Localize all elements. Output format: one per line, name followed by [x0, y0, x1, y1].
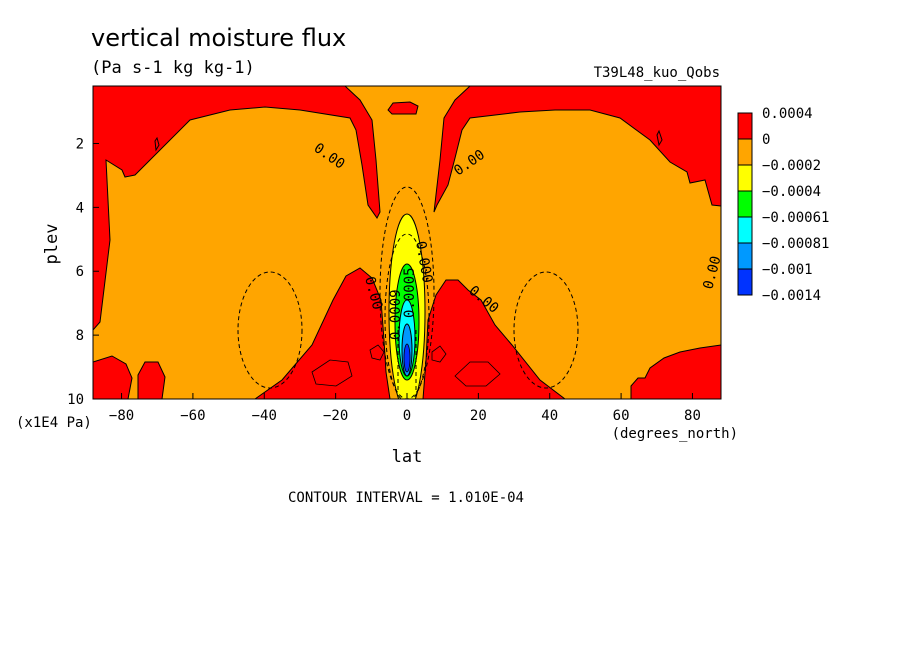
contour-interval: CONTOUR INTERVAL = 1.010E-04	[288, 490, 524, 506]
y-tick-label: 6	[76, 264, 84, 280]
legend-label: 0	[762, 132, 770, 148]
y-axis: 2 4 6 8 10	[67, 136, 99, 408]
legend-label: −0.0014	[762, 288, 821, 304]
x-tick-label: 60	[613, 408, 630, 424]
legend-label: −0.0004	[762, 184, 821, 200]
negative-region-5	[403, 343, 411, 373]
x-tick-label: −60	[180, 408, 205, 424]
x-axis-units: (degrees_north)	[612, 426, 738, 442]
x-axis-label: lat	[392, 447, 423, 467]
x-tick-label: 80	[684, 408, 701, 424]
legend-swatch	[737, 112, 753, 140]
contour-label: 0.000	[412, 240, 435, 284]
x-tick-label: 0	[403, 408, 411, 424]
legend-label: −0.001	[762, 262, 813, 278]
positive-contours	[311, 344, 501, 387]
legend-label: −0.0002	[762, 158, 821, 174]
contour-label: 0.0005	[402, 267, 418, 318]
y-tick-label: 2	[76, 136, 84, 152]
x-axis: −80 −60 −40 −20 0 20 40 60 80	[109, 393, 701, 424]
y-tick-label: 10	[67, 392, 84, 408]
legend-swatch	[737, 190, 753, 218]
run-label: T39L48_kuo_Qobs	[594, 65, 720, 81]
x-tick-label: −40	[252, 408, 277, 424]
contour-label: 0.0009	[388, 289, 404, 340]
legend-label: −0.00061	[762, 210, 829, 226]
plot-area: 0.00 0.00 0.000 0.00 0.00 0.00 0.0005 0.…	[93, 86, 721, 399]
x-tick-label: −80	[109, 408, 134, 424]
legend-swatch	[737, 242, 753, 270]
chart-title: vertical moisture flux	[91, 24, 346, 52]
legend-swatch	[737, 268, 753, 296]
legend-swatch	[737, 164, 753, 192]
y-tick-label: 4	[76, 200, 84, 216]
legend-label: −0.00081	[762, 236, 829, 252]
x-tick-label: 40	[541, 408, 558, 424]
x-tick-label: −20	[323, 408, 348, 424]
positive-regions	[93, 86, 721, 399]
color-legend: 0.0004 0 −0.0002 −0.0004 −0.00061 −0.00081 −0.…	[737, 106, 829, 304]
legend-label: 0.0004	[762, 106, 813, 122]
y-tick-label: 8	[76, 328, 84, 344]
negative-contours	[237, 186, 579, 399]
legend-swatch	[737, 138, 753, 166]
legend-swatch	[737, 216, 753, 244]
chart-units: (Pa s-1 kg kg-1)	[91, 58, 255, 78]
y-axis-units: (x1E4 Pa)	[16, 415, 92, 431]
y-axis-label: plev	[42, 224, 62, 265]
x-tick-label: 20	[470, 408, 487, 424]
